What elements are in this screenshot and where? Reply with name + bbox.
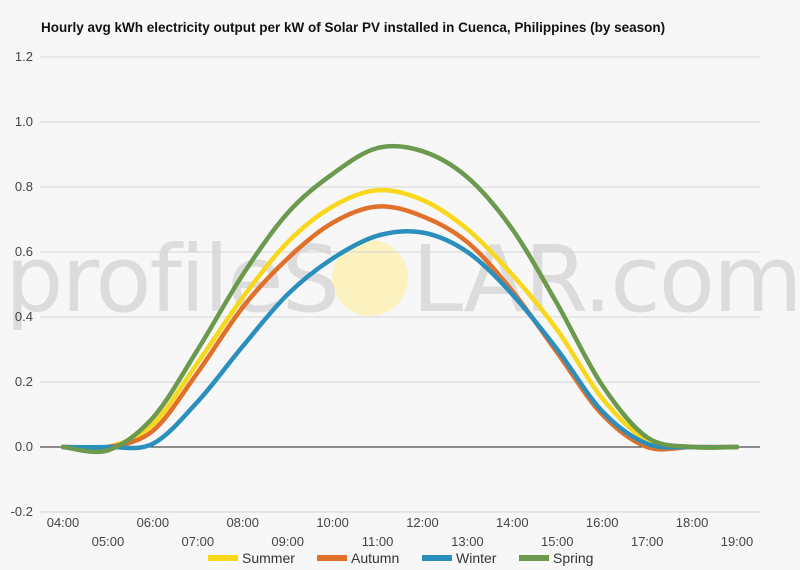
y-tick-label: 0.4 [15, 309, 33, 324]
legend-item-winter: Winter [422, 550, 497, 566]
legend-item-summer: Summer [208, 550, 295, 566]
watermark-text-right: LAR.com [412, 226, 800, 333]
series-lines [60, 143, 740, 455]
series-line-spring [60, 143, 740, 455]
watermark-sun [332, 240, 408, 316]
x-tick-label: 12:00 [406, 515, 439, 530]
legend-item-autumn: Autumn [317, 550, 399, 566]
y-tick-label: 0.2 [15, 374, 33, 389]
legend-swatch [208, 555, 238, 561]
legend: Summer Autumn Winter Spring [208, 550, 593, 566]
x-tick-label: 05:00 [92, 534, 125, 549]
x-tick-label: 07:00 [182, 534, 215, 549]
legend-item-spring: Spring [519, 550, 593, 566]
y-tick-label: 0.0 [15, 439, 33, 454]
x-tick-label: 19:00 [721, 534, 754, 549]
y-axis: -0.2 0.0 0.2 0.4 0.6 0.8 1.0 1.2 [11, 49, 33, 519]
legend-label: Winter [456, 550, 497, 566]
legend-label: Spring [553, 550, 593, 566]
grid [40, 56, 760, 513]
y-tick-label: -0.2 [11, 504, 33, 519]
x-tick-label: 18:00 [676, 515, 709, 530]
y-tick-label: 1.2 [15, 49, 33, 64]
x-tick-label: 06:00 [137, 515, 170, 530]
x-axis: 04:00 05:00 06:00 07:00 08:00 09:00 10:00 11:00… [47, 515, 754, 549]
series-line-summer [60, 187, 740, 451]
x-tick-label: 15:00 [541, 534, 574, 549]
chart-title: Hourly avg kWh electricity output per kW… [41, 20, 666, 35]
x-tick-label: 11:00 [362, 534, 394, 549]
x-tick-label: 17:00 [631, 534, 664, 549]
legend-label: Summer [242, 550, 295, 566]
legend-swatch [422, 555, 452, 561]
x-tick-label: 13:00 [451, 534, 484, 549]
x-tick-label: 08:00 [226, 515, 259, 530]
y-tick-label: 1.0 [15, 114, 33, 129]
x-tick-label: 10:00 [316, 515, 349, 530]
legend-swatch [317, 555, 347, 561]
x-tick-label: 16:00 [586, 515, 619, 530]
series-line-autumn [60, 204, 740, 452]
y-tick-label: 0.6 [15, 244, 33, 259]
legend-label: Autumn [351, 550, 399, 566]
series-line-winter [60, 228, 740, 451]
legend-swatch [519, 555, 549, 561]
y-tick-label: 0.8 [15, 179, 33, 194]
x-tick-label: 04:00 [47, 515, 80, 530]
x-tick-label: 09:00 [271, 534, 304, 549]
x-tick-label: 14:00 [496, 515, 529, 530]
